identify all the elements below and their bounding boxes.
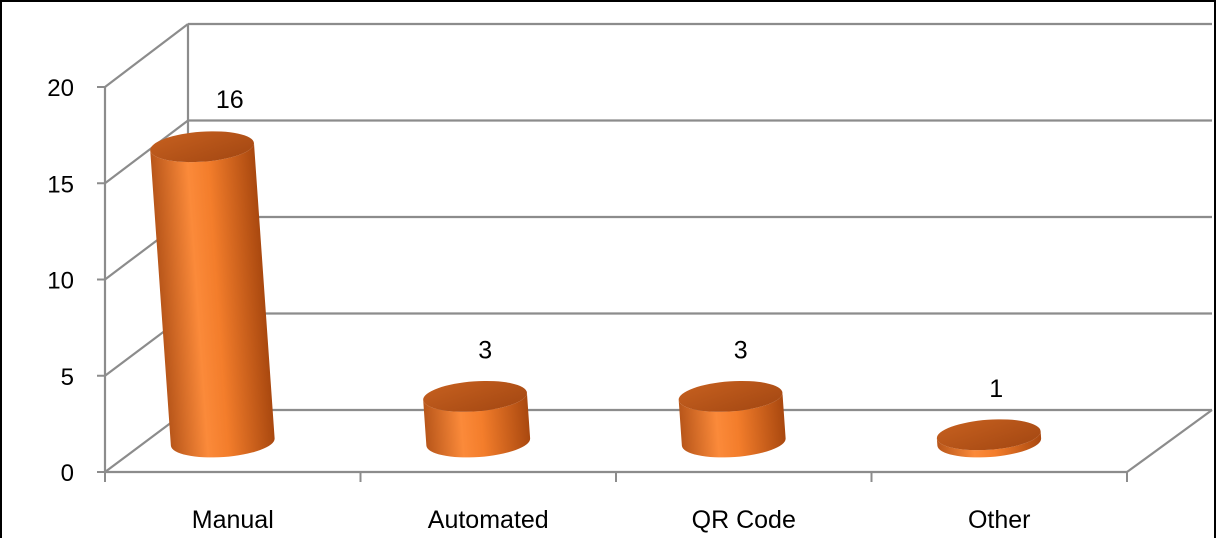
bar-body: [150, 143, 275, 458]
y-tick-label: 0: [61, 460, 74, 487]
data-label: 16: [216, 86, 244, 114]
bar-qr-code: [678, 380, 786, 458]
label-layer: 16 3 3 1: [216, 86, 1003, 403]
data-label: 3: [478, 336, 492, 364]
y-tick-label: 10: [47, 268, 74, 295]
floor-right-edge: [1126, 409, 1213, 473]
bar-body: [423, 392, 531, 458]
gridline-side: [104, 23, 189, 88]
gridline-side: [104, 119, 189, 185]
x-category-label: Other: [968, 506, 1031, 534]
y-tick-label: 5: [61, 364, 74, 391]
y-tick-label: 15: [47, 171, 74, 198]
grid-layer: [104, 22, 1213, 474]
bar-automated: [423, 380, 531, 458]
bar-layer: [150, 131, 1042, 458]
bar-body: [936, 431, 1042, 458]
bar-top: [936, 419, 1041, 451]
bar-top: [150, 131, 254, 163]
bar-manual: [150, 131, 275, 458]
bar-top: [678, 380, 783, 412]
bar-body: [678, 392, 786, 458]
y-tick-label: 20: [47, 75, 74, 102]
bar-other: [936, 419, 1042, 458]
x-category-label: Automated: [428, 506, 549, 534]
data-label: 1: [989, 375, 1003, 403]
x-category-label: QR Code: [692, 506, 796, 534]
data-label: 3: [734, 336, 748, 364]
x-category-label: Manual: [192, 506, 274, 534]
axis-layer: 0 5 10 15 20 Manual Automated QR Code Other: [47, 75, 1128, 534]
bar-top: [423, 380, 527, 412]
